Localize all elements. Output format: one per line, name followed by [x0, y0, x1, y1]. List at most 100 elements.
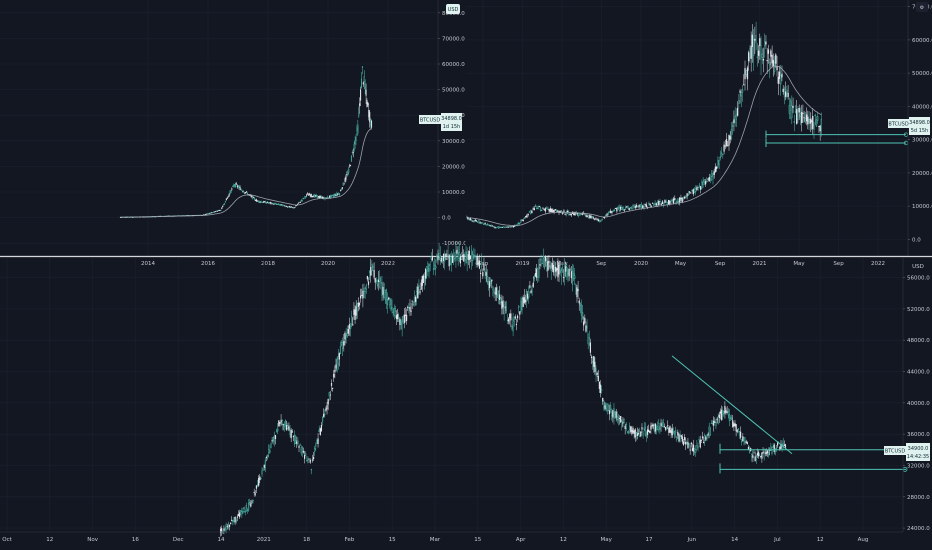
candle-body	[494, 292, 496, 294]
tl-y-tick-label: 10000.0	[442, 190, 465, 196]
bt-x-tick-label: 12	[46, 537, 53, 543]
candle-body	[273, 203, 275, 205]
candle-body	[389, 298, 391, 306]
candle-body	[772, 446, 774, 448]
candle-body	[536, 268, 538, 278]
tl-x-tick-label: 2018	[261, 261, 275, 267]
top-right-time-axis[interactable]: Sep 2019 May Sep 2020 May Sep 2021 May Sep 2022	[466, 255, 908, 267]
candle-body	[701, 436, 704, 439]
candle-body	[818, 125, 820, 128]
candle-body	[732, 420, 734, 427]
candle-body	[722, 153, 724, 155]
candle-body	[562, 212, 564, 214]
bt-x-tick-label: 12	[560, 537, 567, 543]
tr-x-tick-label: 2022	[871, 261, 885, 267]
candle-body	[759, 454, 761, 456]
candle-body	[718, 160, 720, 165]
candle-body	[578, 300, 580, 304]
candle-body	[664, 200, 666, 203]
top-right-chart-panel[interactable]: 70000.060000.050000.040000.030000.020000…	[465, 0, 932, 267]
bt-y-tick-label: 40000.0	[907, 401, 930, 407]
candle-body	[575, 284, 577, 295]
candle-body	[318, 196, 320, 198]
candle-body	[548, 261, 550, 263]
candle-body	[563, 210, 565, 212]
candle-body	[725, 139, 728, 146]
candle-body	[755, 35, 757, 43]
candle-body	[655, 426, 658, 430]
candle-body	[362, 290, 364, 299]
candle-body	[269, 449, 271, 453]
candle-body	[592, 361, 594, 363]
candle-body	[533, 208, 535, 211]
bottom-chart-panel[interactable]: 56000.0 52000.0 48000.0 44000.0 40000.0 36000…	[0, 241, 930, 543]
bt-x-tick-label: Dec	[173, 537, 184, 543]
candle-body	[207, 213, 209, 215]
candle-body	[618, 418, 621, 420]
candle-body	[695, 449, 697, 453]
candle-body	[305, 196, 307, 198]
candle-body	[520, 220, 522, 223]
bottom-time-axis[interactable]: Oct 12 Nov 16 Dec 14 2021 18 Feb 15 Mar 15 Apr 12 May 1…	[0, 531, 903, 543]
candle-body	[294, 206, 296, 208]
candle-body	[385, 289, 388, 304]
candle-body	[771, 54, 773, 64]
candle-body	[675, 430, 677, 434]
candle-body	[783, 444, 785, 446]
candle-body	[316, 195, 318, 197]
candle-body	[698, 439, 700, 441]
candle-body	[307, 193, 309, 195]
candle-body	[349, 165, 351, 167]
candle-body	[360, 78, 363, 89]
candle-body	[477, 262, 479, 264]
candle-body	[680, 434, 682, 438]
candle-body	[528, 211, 531, 213]
candle-body	[598, 381, 600, 389]
candle-body	[410, 310, 412, 312]
candle-body	[230, 522, 232, 525]
candle-body	[620, 416, 622, 423]
candle-body	[557, 210, 559, 212]
candle-body	[259, 476, 261, 481]
bottom-countdown: 14:42:35	[907, 454, 929, 460]
candle-body	[474, 255, 476, 258]
candle-body	[498, 226, 500, 229]
candle-body	[612, 210, 614, 212]
bottom-price-axis[interactable]: 56000.0 52000.0 48000.0 44000.0 40000.0 36000…	[902, 258, 930, 532]
top-left-chart-panel[interactable]: 80000.070000.060000.050000.040000.030000…	[0, 0, 467, 267]
candle-body	[421, 275, 423, 286]
candle-body	[539, 264, 541, 266]
candle-body	[339, 346, 342, 355]
bottom-grid	[0, 258, 903, 532]
top-left-price-label: BTCUSD 34898.0 1d 15h	[419, 113, 462, 131]
tl-y-tick-label: 60000.0	[442, 62, 465, 68]
candle-body	[645, 432, 648, 437]
candle-body	[555, 266, 557, 272]
candle-body	[438, 253, 440, 258]
candle-body	[745, 70, 747, 75]
candle-body	[345, 335, 347, 344]
candle-body	[451, 255, 454, 263]
candle-body	[221, 528, 223, 533]
candle-body	[279, 204, 281, 206]
candle-body	[270, 202, 272, 204]
candle-body	[335, 194, 337, 196]
candle-body	[713, 420, 715, 426]
candle-body	[585, 214, 587, 217]
candle-body	[308, 458, 310, 460]
candle-body	[458, 252, 460, 259]
tr-x-tick-label: May	[793, 261, 805, 267]
candle-body	[518, 305, 520, 308]
candle-body	[422, 275, 425, 283]
candle-body	[524, 299, 527, 303]
candle-body	[709, 428, 711, 435]
top-right-horizontal-levels[interactable]	[765, 130, 909, 147]
candle-body	[529, 285, 531, 288]
candle-body	[685, 442, 687, 445]
bottom-trendline[interactable]	[671, 355, 793, 455]
top-right-settings-badge[interactable]: ⚙	[916, 2, 928, 12]
candle-body	[686, 442, 688, 444]
candle-body	[518, 223, 521, 225]
candle-body	[663, 202, 665, 206]
candle-body	[580, 213, 582, 215]
